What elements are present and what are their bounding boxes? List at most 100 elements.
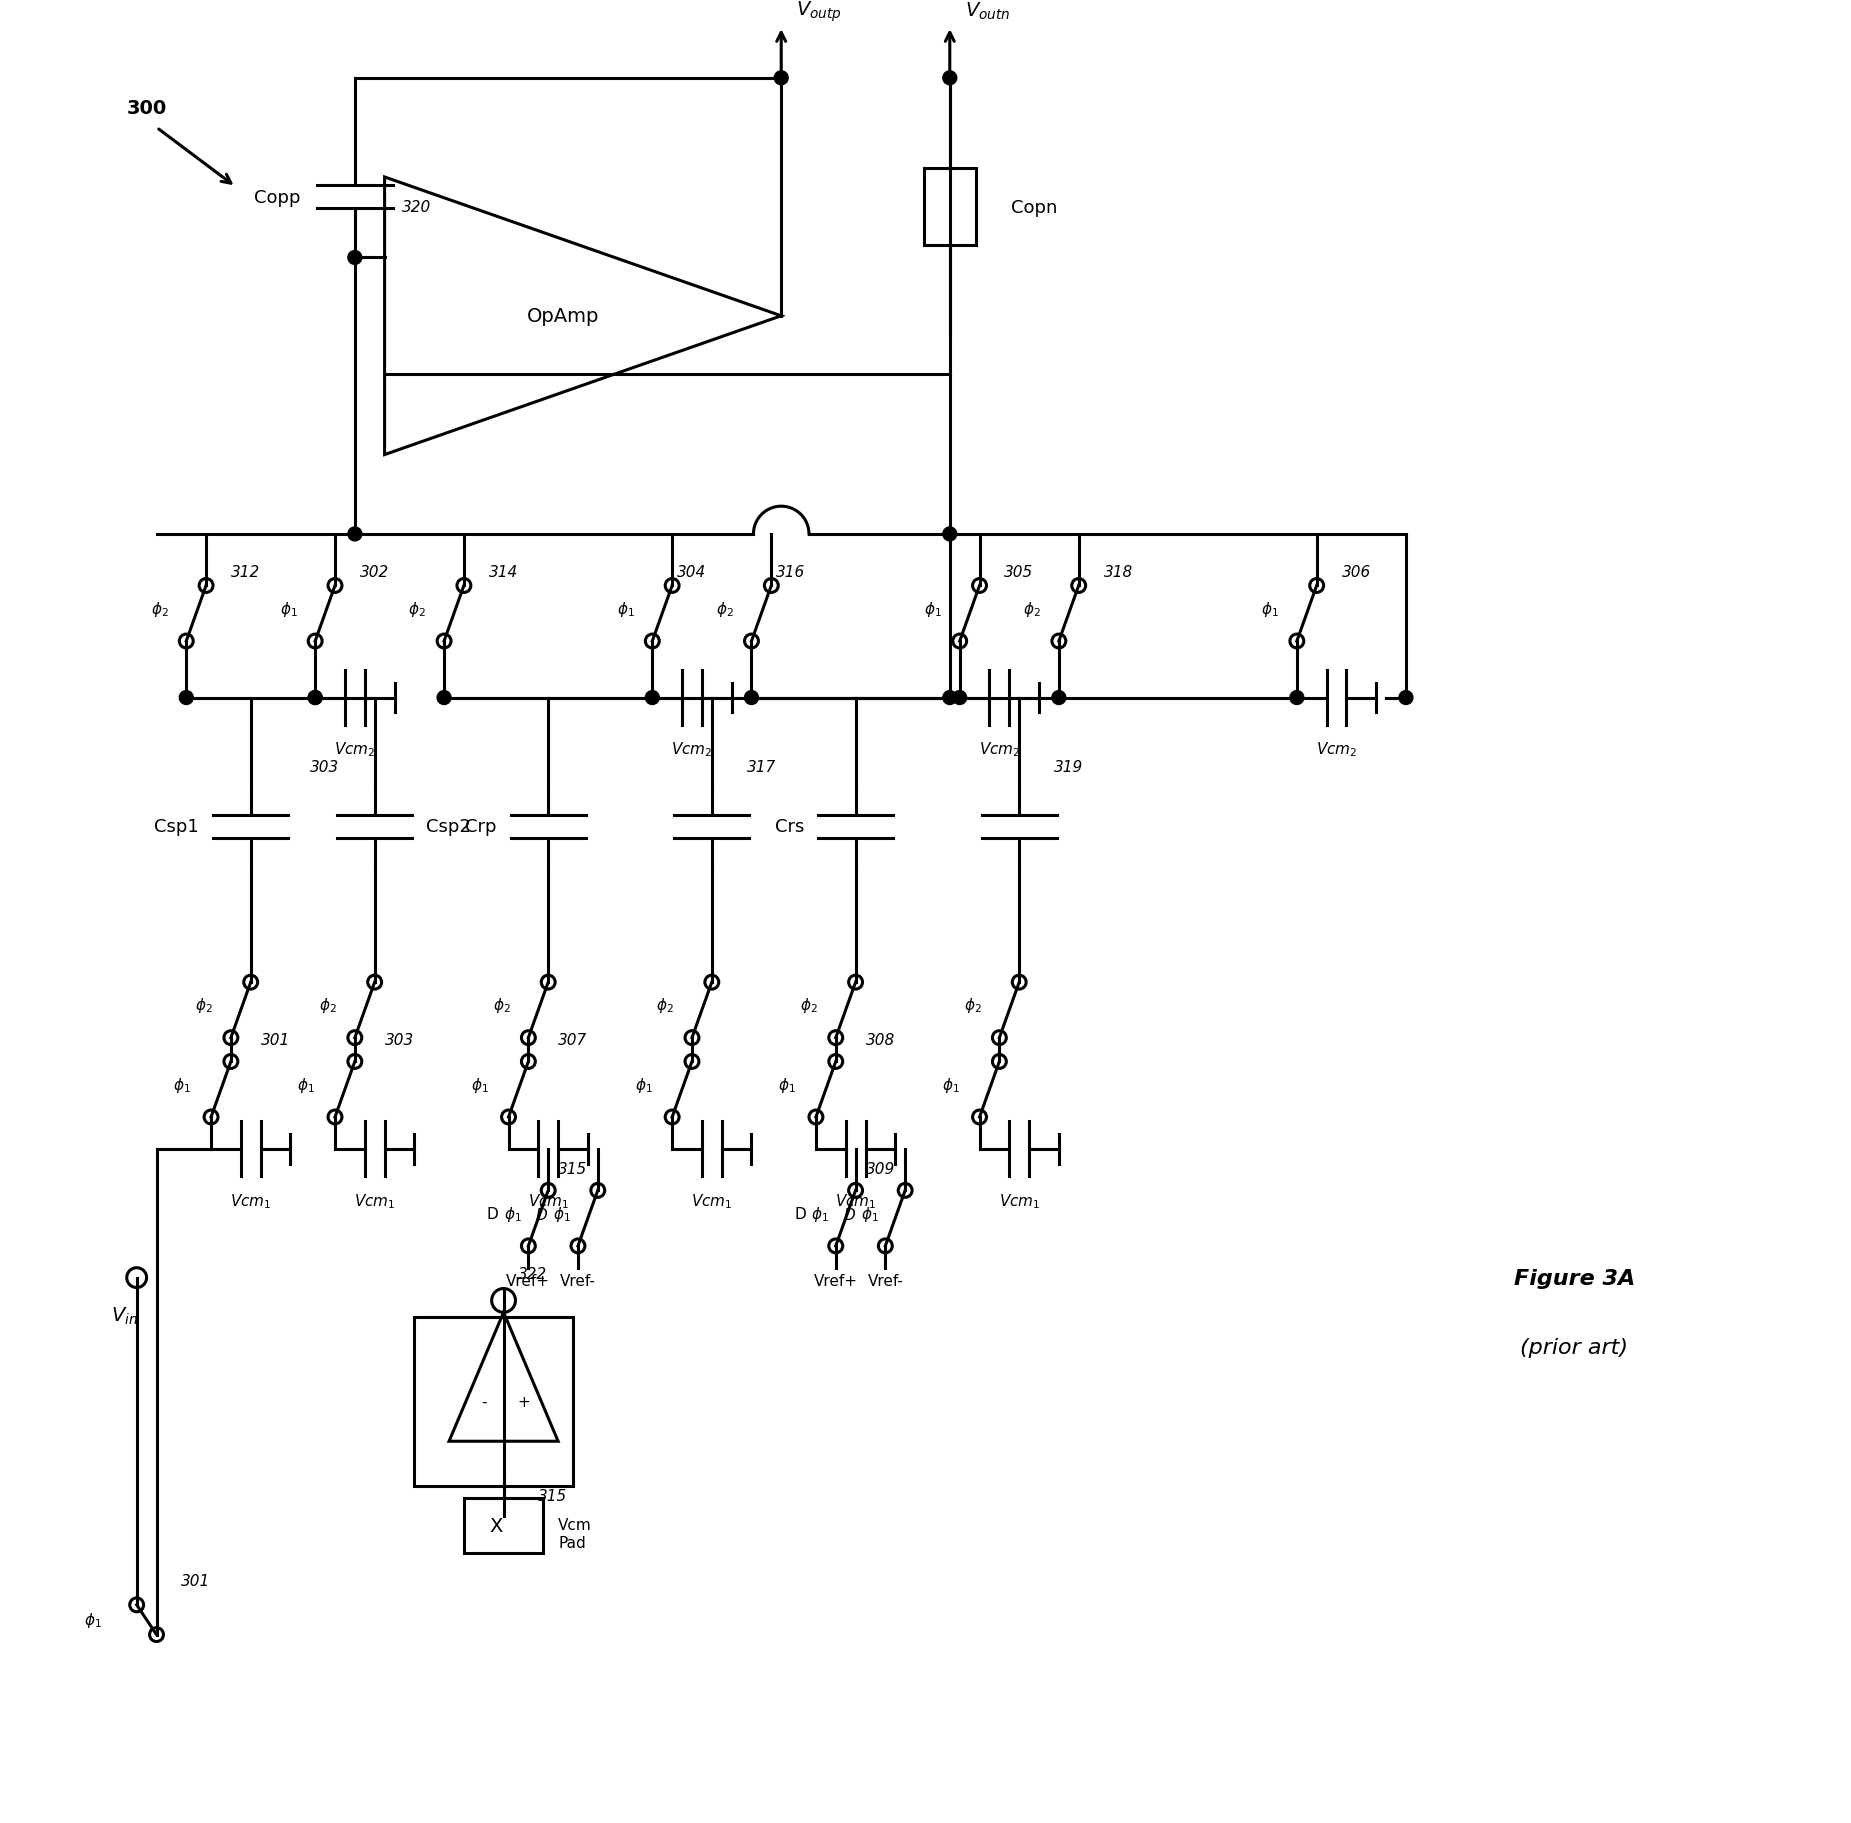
Text: Copn: Copn <box>1011 199 1057 217</box>
Text: 307: 307 <box>559 1032 587 1048</box>
Text: $\bar{D}$: $\bar{D}$ <box>535 1203 548 1223</box>
Text: $\phi_1$: $\phi_1$ <box>942 1076 959 1094</box>
Text: Copp: Copp <box>254 188 300 206</box>
Text: $Vcm_1$: $Vcm_1$ <box>528 1190 568 1210</box>
Circle shape <box>744 691 759 706</box>
Text: (prior art): (prior art) <box>1520 1338 1629 1358</box>
Bar <box>924 170 975 246</box>
Text: $V_{outp}$: $V_{outp}$ <box>796 0 842 24</box>
Text: 319: 319 <box>1055 760 1083 775</box>
Text: $\phi_1$: $\phi_1$ <box>924 600 942 618</box>
Text: 302: 302 <box>359 565 389 580</box>
Text: 318: 318 <box>1103 565 1133 580</box>
Text: 312: 312 <box>231 565 261 580</box>
Text: $Vcm_2$: $Vcm_2$ <box>335 740 376 758</box>
Text: Vref-: Vref- <box>561 1272 596 1287</box>
Circle shape <box>942 527 957 541</box>
Text: $\phi_2$: $\phi_2$ <box>716 600 733 618</box>
Text: -: - <box>481 1395 487 1409</box>
Text: Vref+: Vref+ <box>814 1272 857 1287</box>
Circle shape <box>348 252 361 266</box>
Text: $\phi_2$: $\phi_2$ <box>800 995 818 1015</box>
Text: 306: 306 <box>1342 565 1372 580</box>
Text: $\phi_1$: $\phi_1$ <box>777 1076 796 1094</box>
Text: $\phi_1$: $\phi_1$ <box>616 600 635 618</box>
Text: OpAmp: OpAmp <box>528 306 600 326</box>
Text: X: X <box>489 1517 502 1535</box>
Text: 320: 320 <box>402 201 431 215</box>
Circle shape <box>942 691 957 706</box>
Text: $Vcm_1$: $Vcm_1$ <box>835 1190 876 1210</box>
Text: 304: 304 <box>677 565 707 580</box>
Text: $\bar{D}$: $\bar{D}$ <box>842 1203 855 1223</box>
Text: $\phi_1$: $\phi_1$ <box>811 1203 829 1223</box>
Text: $\phi_1$: $\phi_1$ <box>861 1203 879 1223</box>
Text: 309: 309 <box>866 1161 894 1176</box>
Circle shape <box>348 527 361 541</box>
Text: Csp2: Csp2 <box>426 819 472 837</box>
Circle shape <box>942 71 957 86</box>
Circle shape <box>1290 691 1303 706</box>
Text: $V_{in}$: $V_{in}$ <box>111 1305 139 1325</box>
Text: $\phi_2$: $\phi_2$ <box>409 600 426 618</box>
Text: 308: 308 <box>866 1032 894 1048</box>
Text: Crp: Crp <box>465 819 496 837</box>
Text: $Vcm_2$: $Vcm_2$ <box>672 740 713 758</box>
Text: $Vcm_1$: $Vcm_1$ <box>230 1190 272 1210</box>
Text: $\phi_1$: $\phi_1$ <box>553 1203 570 1223</box>
Text: 314: 314 <box>489 565 518 580</box>
Text: 315: 315 <box>559 1161 587 1176</box>
Text: $\phi_2$: $\phi_2$ <box>657 995 674 1015</box>
Circle shape <box>646 691 659 706</box>
Text: Vcm
Pad: Vcm Pad <box>559 1517 592 1550</box>
Text: $\phi_1$: $\phi_1$ <box>503 1203 522 1223</box>
Circle shape <box>309 691 322 706</box>
Text: Vref+: Vref+ <box>507 1272 550 1287</box>
Text: $\phi_1$: $\phi_1$ <box>280 600 298 618</box>
Text: 315: 315 <box>539 1488 568 1504</box>
Text: $\phi_2$: $\phi_2$ <box>964 995 981 1015</box>
Text: Crs: Crs <box>776 819 803 837</box>
Text: 322: 322 <box>518 1267 548 1282</box>
Text: 301: 301 <box>261 1032 291 1048</box>
Text: Figure 3A: Figure 3A <box>1514 1269 1634 1287</box>
Text: $Vcm_1$: $Vcm_1$ <box>690 1190 733 1210</box>
Circle shape <box>309 691 322 706</box>
Text: 317: 317 <box>746 760 776 775</box>
Text: 316: 316 <box>776 565 805 580</box>
Text: $\phi_1$: $\phi_1$ <box>298 1076 315 1094</box>
Circle shape <box>180 691 193 706</box>
Circle shape <box>953 691 966 706</box>
Text: Vref-: Vref- <box>868 1272 903 1287</box>
Text: $Vcm_2$: $Vcm_2$ <box>979 740 1020 758</box>
Bar <box>415 1318 574 1486</box>
Text: $Vcm_1$: $Vcm_1$ <box>354 1190 396 1210</box>
Circle shape <box>1399 691 1412 706</box>
Text: $\phi_1$: $\phi_1$ <box>83 1610 102 1630</box>
Text: $\phi_1$: $\phi_1$ <box>1261 600 1279 618</box>
Text: 305: 305 <box>1005 565 1033 580</box>
Text: $\phi_2$: $\phi_2$ <box>492 995 511 1015</box>
Text: $V_{outn}$: $V_{outn}$ <box>964 0 1011 22</box>
Text: $\phi_2$: $\phi_2$ <box>1024 600 1040 618</box>
Text: $Vcm_1$: $Vcm_1$ <box>998 1190 1040 1210</box>
Text: $\phi_2$: $\phi_2$ <box>196 995 213 1015</box>
Bar <box>465 1499 542 1553</box>
Text: +: + <box>516 1395 529 1409</box>
Text: 301: 301 <box>181 1573 211 1588</box>
Circle shape <box>437 691 452 706</box>
Text: $\phi_1$: $\phi_1$ <box>635 1076 652 1094</box>
Text: 303: 303 <box>385 1032 415 1048</box>
Text: $Vcm_2$: $Vcm_2$ <box>1316 740 1357 758</box>
Text: $\phi_1$: $\phi_1$ <box>470 1076 489 1094</box>
Text: Csp1: Csp1 <box>154 819 200 837</box>
Text: 300: 300 <box>126 98 167 118</box>
Text: $\phi_2$: $\phi_2$ <box>318 995 337 1015</box>
Text: D: D <box>794 1207 805 1221</box>
Text: $\phi_2$: $\phi_2$ <box>150 600 168 618</box>
Circle shape <box>1051 691 1066 706</box>
Circle shape <box>774 71 789 86</box>
Text: D: D <box>487 1207 498 1221</box>
Text: $\phi_1$: $\phi_1$ <box>174 1076 191 1094</box>
Text: 303: 303 <box>311 760 341 775</box>
